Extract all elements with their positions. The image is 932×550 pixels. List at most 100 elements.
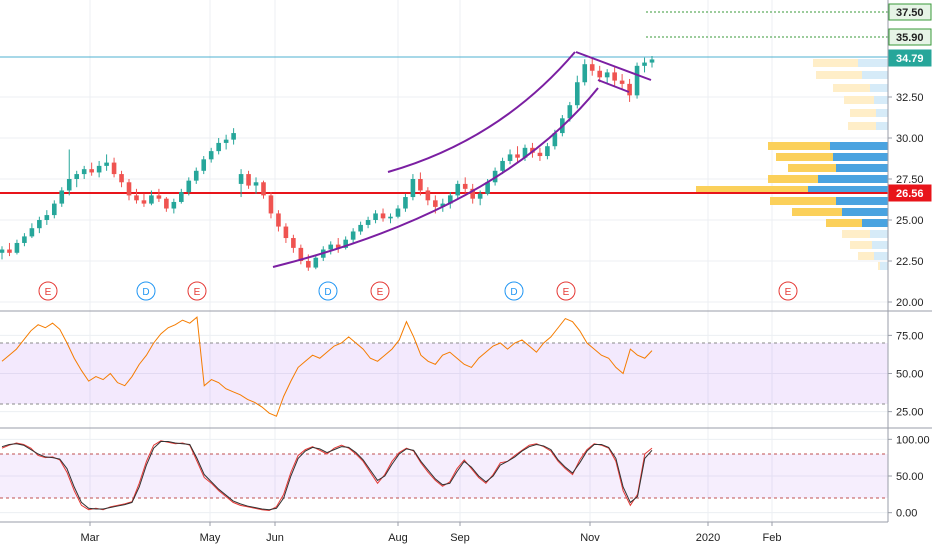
candle	[515, 146, 520, 163]
candle	[373, 210, 378, 224]
volume-profile-bar	[858, 252, 874, 260]
candle	[455, 180, 461, 199]
volume-profile-bar	[878, 262, 880, 270]
resistance-tag-2: 37.50	[888, 3, 932, 21]
candle	[193, 167, 199, 184]
candle	[597, 65, 603, 83]
candle	[335, 238, 341, 253]
time-tick-label: Aug	[388, 532, 408, 544]
volume-profile-bar	[858, 59, 888, 67]
volume-profile-bar	[808, 186, 888, 194]
candle	[14, 239, 20, 255]
trend-channel	[272, 51, 652, 268]
channel-lower-curve	[272, 87, 599, 268]
price-gridlines	[0, 0, 888, 522]
candle	[530, 142, 535, 158]
rsi-tick-label: 25.00	[896, 407, 924, 419]
volume-profile-bar	[842, 208, 888, 216]
candle	[201, 156, 207, 175]
volume-profile-bar	[850, 241, 872, 249]
svg-text:34.79: 34.79	[896, 53, 924, 65]
candle	[470, 183, 475, 204]
candle	[418, 172, 423, 196]
candle	[156, 188, 162, 202]
stoch-tick-label: 0.00	[896, 508, 917, 520]
candle	[149, 190, 154, 206]
candle	[283, 223, 289, 243]
candle	[395, 205, 401, 219]
candle	[164, 197, 169, 212]
candle	[59, 187, 65, 207]
price-tick-label: 25.00	[896, 215, 924, 227]
volume-profile-bar	[874, 96, 888, 104]
candle	[604, 69, 610, 84]
candle	[179, 188, 184, 204]
volume-profile-bar	[842, 230, 870, 238]
candle	[649, 56, 655, 68]
volume-profile-bar	[830, 142, 888, 150]
candle	[268, 192, 274, 219]
time-tick-label: 2020	[696, 532, 720, 544]
price-tick-label: 27.50	[896, 174, 924, 186]
price-axes: 20.00 22.50 25.00 27.50 30.00 32.50 37.50 35.90…	[888, 3, 932, 520]
time-tick-label: Jun	[266, 532, 284, 544]
earnings-marker[interactable]: E	[187, 281, 207, 301]
volume-profile-bar	[880, 262, 888, 270]
volume-profile-bar	[768, 175, 818, 183]
stoch-band	[0, 454, 888, 498]
candle	[44, 210, 50, 225]
candle	[96, 160, 102, 178]
svg-text:E: E	[785, 287, 792, 298]
candle	[313, 254, 319, 270]
candle	[350, 228, 356, 243]
volume-profile-bar	[876, 122, 888, 130]
volume-profile-bar	[872, 241, 888, 249]
support-price-tag: 26.56	[888, 184, 932, 202]
svg-text:E: E	[377, 287, 384, 298]
svg-text:26.56: 26.56	[896, 188, 924, 200]
candle	[134, 188, 139, 204]
candle	[574, 75, 580, 109]
volume-profile-bar	[848, 122, 876, 130]
rsi-band	[0, 343, 888, 404]
earnings-marker[interactable]: E	[778, 281, 798, 301]
candle	[51, 200, 57, 219]
candle	[545, 142, 550, 160]
volume-profile-bar	[768, 142, 830, 150]
earnings-marker[interactable]: E	[370, 281, 390, 301]
candle	[477, 190, 483, 206]
flag-lower-line	[597, 79, 630, 93]
volume-profile-bar	[826, 219, 862, 227]
earnings-marker[interactable]: E	[38, 281, 58, 301]
rsi-gridlines	[0, 334, 888, 413]
volume-profile-bar	[833, 153, 888, 161]
candle	[261, 180, 266, 199]
candle	[537, 147, 543, 161]
volume-profile-bar	[876, 109, 888, 117]
candle	[171, 198, 177, 214]
volume-profile-bar	[696, 186, 808, 194]
candle	[500, 157, 505, 175]
candle	[440, 198, 446, 212]
candle	[328, 241, 334, 255]
candle	[22, 233, 27, 247]
candle	[380, 208, 386, 222]
candle	[126, 179, 132, 201]
dividend-marker[interactable]: D	[318, 281, 338, 301]
rsi-tick-label: 75.00	[896, 330, 924, 342]
candle	[627, 78, 632, 102]
price-tick-label: 32.50	[896, 92, 924, 104]
volume-profile-bar	[836, 164, 888, 172]
dividend-marker[interactable]: D	[136, 281, 156, 301]
candle	[231, 128, 236, 145]
dividend-marker[interactable]: D	[504, 281, 524, 301]
earnings-marker[interactable]: E	[556, 281, 576, 301]
stoch-panel	[0, 438, 888, 514]
volume-profile-bar	[844, 96, 874, 104]
candle	[0, 246, 5, 260]
candle	[291, 234, 296, 253]
volume-profile	[696, 59, 888, 270]
svg-text:E: E	[194, 287, 201, 298]
time-axis: Mar May Jun Aug Sep Nov 2020 Feb	[81, 522, 781, 544]
